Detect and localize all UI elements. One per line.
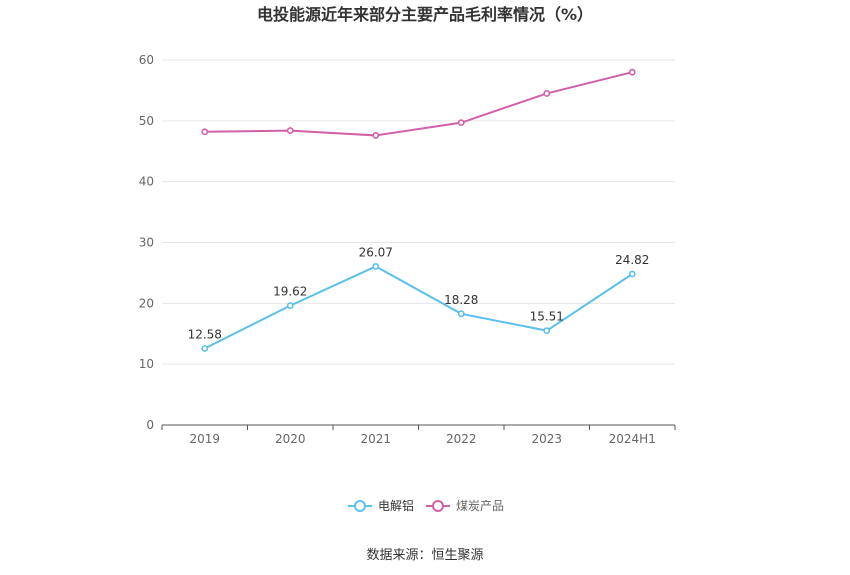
data-point[interactable] bbox=[201, 128, 209, 136]
x-tick-label: 2020 bbox=[275, 432, 306, 446]
legend-label[interactable]: 煤炭产品 bbox=[456, 499, 504, 513]
data-point[interactable] bbox=[543, 327, 551, 335]
data-label: 15.51 bbox=[530, 310, 564, 324]
x-tick-label: 2019 bbox=[189, 432, 220, 446]
data-label: 24.82 bbox=[615, 253, 649, 267]
x-tick-label: 2021 bbox=[360, 432, 391, 446]
series-line bbox=[204, 71, 633, 137]
data-label: 18.28 bbox=[444, 293, 478, 307]
y-tick-label: 0 bbox=[146, 418, 154, 432]
x-axis: 2019 2020 2021 2022 2023 2024H1 bbox=[161, 424, 676, 446]
data-point[interactable] bbox=[628, 270, 636, 278]
data-point[interactable] bbox=[372, 132, 380, 139]
source-note: 数据来源：恒生聚源 bbox=[366, 548, 483, 563]
y-tick-label: 60 bbox=[139, 53, 154, 67]
y-tick-label: 10 bbox=[139, 357, 154, 371]
legend-marker[interactable] bbox=[432, 500, 444, 512]
y-axis: 0 10 20 30 40 50 60 bbox=[139, 53, 154, 432]
grid bbox=[162, 59, 675, 365]
data-point[interactable] bbox=[201, 345, 209, 352]
data-point[interactable] bbox=[628, 68, 636, 76]
data-point[interactable] bbox=[372, 263, 380, 270]
data-point[interactable] bbox=[457, 119, 465, 127]
series-line bbox=[204, 265, 633, 350]
data-label: 12.58 bbox=[188, 327, 222, 341]
data-label: 26.07 bbox=[359, 245, 393, 259]
x-tick-label: 2022 bbox=[446, 432, 477, 446]
x-tick-label: 2023 bbox=[531, 432, 562, 446]
data-point[interactable] bbox=[286, 127, 294, 134]
x-tick-label: 2024H1 bbox=[609, 432, 656, 446]
legend-marker[interactable] bbox=[354, 500, 366, 512]
y-tick-label: 30 bbox=[139, 236, 154, 250]
y-tick-label: 40 bbox=[139, 175, 154, 189]
data-point[interactable] bbox=[457, 310, 465, 318]
chart-title: 电投能源近年来部分主要产品毛利率情况（%） bbox=[257, 5, 593, 24]
y-tick-label: 20 bbox=[139, 296, 154, 310]
data-point[interactable] bbox=[543, 90, 551, 97]
data-point[interactable] bbox=[286, 302, 294, 310]
data-label: 19.62 bbox=[273, 285, 307, 299]
y-tick-label: 50 bbox=[139, 114, 154, 128]
legend[interactable]: 电解铝 煤炭产品 bbox=[348, 498, 504, 513]
plot-area: 12.58 19.62 26.07 18.28 15.51 24.82 bbox=[188, 68, 649, 352]
legend-label[interactable]: 电解铝 bbox=[378, 498, 414, 513]
